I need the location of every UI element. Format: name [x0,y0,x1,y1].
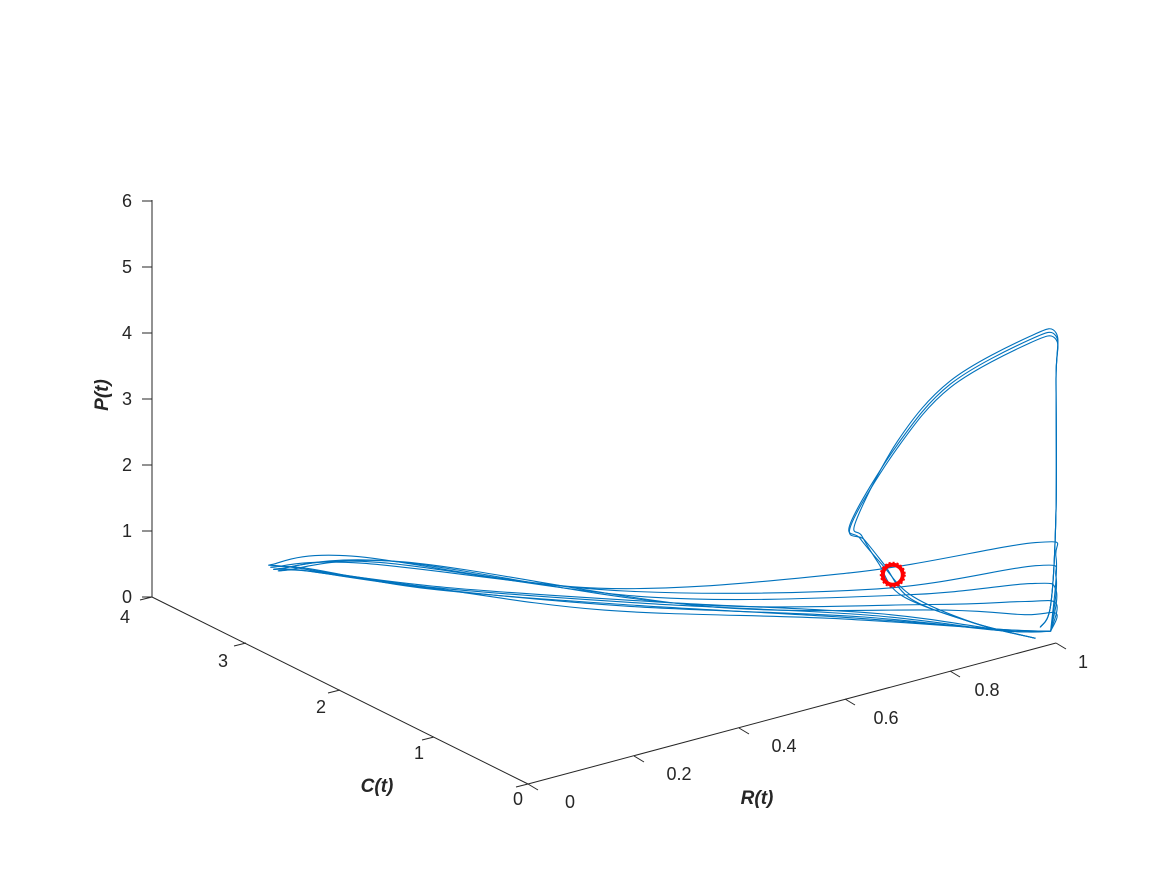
c-axis-ticks: 0 1 2 3 4 [120,596,529,809]
trajectory-loop [848,335,1059,639]
c-tick-mark [327,689,341,694]
z-tick-label: 2 [122,455,132,475]
c-tick-label: 1 [414,743,424,763]
r-tick-mark [844,698,856,706]
c-tick-mark [421,736,435,741]
z-tick-label: 5 [122,257,132,277]
r-tick-label: 0.6 [873,708,898,728]
equilibrium-marker-halo [879,561,906,588]
z-tick-label: 3 [122,389,132,409]
trajectory-loop [270,561,1058,632]
c-tick-mark [515,783,529,788]
z-tick-label: 6 [122,191,132,211]
r-tick-mark [738,727,750,735]
r-tick-mark [527,783,539,791]
r-tick-label: 0.2 [666,764,691,784]
z-tick-label: 4 [122,323,132,343]
marker-layer [879,561,906,588]
r-tick-label: 0 [565,792,575,812]
r-tick-mark [1055,642,1067,650]
trajectory-loop [268,541,1059,632]
r-tick-mark [633,755,645,763]
r-tick-label: 1 [1078,652,1088,672]
c-tick-label: 4 [120,607,130,627]
r-axis-label: R(t) [741,788,774,809]
r-axis-line [527,642,1057,785]
r-axis-ticks: 0 0.2 0.4 0.6 0.8 1 [527,642,1088,812]
trajectory-loop [273,559,1058,633]
z-axis-label: P(t) [92,379,113,411]
c-tick-label: 0 [513,789,523,809]
z-tick-label: 1 [122,521,132,541]
r-tick-label: 0.4 [771,736,796,756]
z-axis-ticks: 0 1 2 3 4 5 6 [122,191,152,607]
c-tick-label: 3 [218,651,228,671]
r-tick-mark [949,670,961,678]
trajectory-loop [277,559,1058,633]
r-tick-label: 0.8 [974,680,999,700]
c-tick-mark [139,596,153,601]
c-tick-mark [233,642,247,647]
c-tick-label: 2 [316,697,326,717]
trajectory-layer [268,328,1059,639]
equilibrium-marker [880,562,905,587]
z-tick-label: 0 [122,587,132,607]
c-axis-label: C(t) [361,776,394,797]
